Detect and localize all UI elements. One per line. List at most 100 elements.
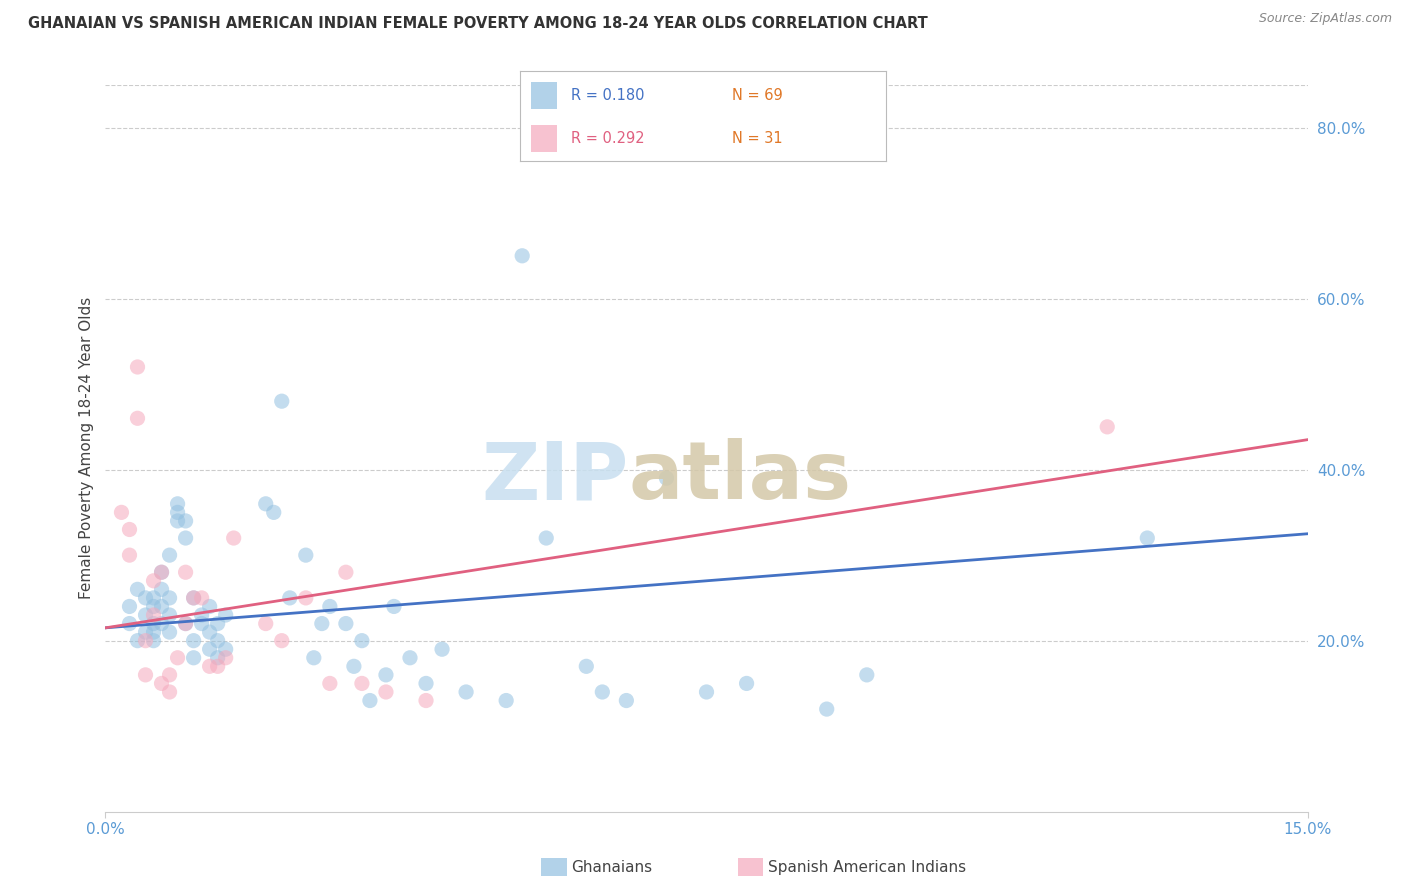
Point	[254, 497, 277, 511]
Point	[135, 607, 157, 622]
Point	[166, 514, 188, 528]
Point	[302, 650, 325, 665]
Point	[174, 531, 197, 545]
Point	[159, 685, 181, 699]
Point	[350, 633, 373, 648]
Point	[343, 659, 366, 673]
Point	[591, 685, 613, 699]
Point	[150, 676, 173, 690]
Point	[159, 668, 181, 682]
Point	[127, 411, 149, 425]
Point	[190, 591, 212, 605]
Point	[190, 616, 212, 631]
Point	[311, 616, 333, 631]
Point	[174, 616, 197, 631]
Point	[118, 616, 141, 631]
Point	[150, 566, 173, 580]
Point	[142, 574, 165, 588]
Point	[142, 633, 165, 648]
Point	[207, 659, 229, 673]
Point	[495, 693, 517, 707]
Point	[183, 591, 205, 605]
Text: ZIP: ZIP	[481, 438, 628, 516]
Bar	[531, 82, 557, 109]
Point	[159, 625, 181, 640]
Point	[127, 582, 149, 597]
Point	[159, 607, 181, 622]
Point	[183, 633, 205, 648]
Bar	[531, 125, 557, 152]
Point	[214, 607, 236, 622]
Point	[335, 566, 357, 580]
Point	[263, 505, 285, 519]
Point	[150, 599, 173, 614]
Point	[166, 497, 188, 511]
Point	[127, 359, 149, 374]
Text: N = 31: N = 31	[733, 131, 783, 145]
Text: R = 0.180: R = 0.180	[571, 88, 645, 103]
Text: N = 69: N = 69	[733, 88, 783, 103]
Point	[214, 650, 236, 665]
Point	[166, 505, 188, 519]
Point	[135, 633, 157, 648]
Point	[135, 591, 157, 605]
Text: Source: ZipAtlas.com: Source: ZipAtlas.com	[1258, 12, 1392, 25]
Point	[110, 505, 132, 519]
Point	[1136, 531, 1159, 545]
Point	[415, 693, 437, 707]
Point	[319, 676, 342, 690]
Point	[174, 566, 197, 580]
Point	[359, 693, 381, 707]
Point	[198, 625, 221, 640]
Point	[190, 607, 212, 622]
Point	[174, 616, 197, 631]
Point	[142, 625, 165, 640]
Point	[198, 599, 221, 614]
Point	[335, 616, 357, 631]
Point	[270, 633, 292, 648]
Point	[150, 582, 173, 597]
Point	[207, 650, 229, 665]
Point	[382, 599, 405, 614]
Point	[183, 650, 205, 665]
Point	[350, 676, 373, 690]
Point	[655, 471, 678, 485]
Point	[735, 676, 758, 690]
Point	[207, 616, 229, 631]
Point	[150, 566, 173, 580]
Text: GHANAIAN VS SPANISH AMERICAN INDIAN FEMALE POVERTY AMONG 18-24 YEAR OLDS CORRELA: GHANAIAN VS SPANISH AMERICAN INDIAN FEMA…	[28, 16, 928, 31]
Point	[415, 676, 437, 690]
Point	[142, 607, 165, 622]
Point	[374, 668, 398, 682]
Point	[510, 249, 533, 263]
Point	[207, 633, 229, 648]
Y-axis label: Female Poverty Among 18-24 Year Olds: Female Poverty Among 18-24 Year Olds	[79, 297, 94, 599]
Point	[454, 685, 477, 699]
Text: atlas: atlas	[628, 438, 852, 516]
Point	[222, 531, 245, 545]
Point	[174, 514, 197, 528]
Point	[295, 548, 318, 562]
Point	[135, 625, 157, 640]
Point	[150, 616, 173, 631]
Text: Spanish American Indians: Spanish American Indians	[768, 860, 966, 874]
Point	[118, 523, 141, 537]
Point	[815, 702, 838, 716]
Point	[254, 616, 277, 631]
Point	[159, 548, 181, 562]
Point	[1097, 420, 1119, 434]
Point	[214, 642, 236, 657]
Text: R = 0.292: R = 0.292	[571, 131, 645, 145]
Point	[295, 591, 318, 605]
Point	[118, 599, 141, 614]
Point	[183, 591, 205, 605]
Point	[198, 642, 221, 657]
Point	[142, 599, 165, 614]
Point	[855, 668, 877, 682]
Point	[696, 685, 718, 699]
Point	[166, 650, 188, 665]
Point	[278, 591, 301, 605]
Text: Ghanaians: Ghanaians	[571, 860, 652, 874]
Point	[118, 548, 141, 562]
Point	[142, 616, 165, 631]
